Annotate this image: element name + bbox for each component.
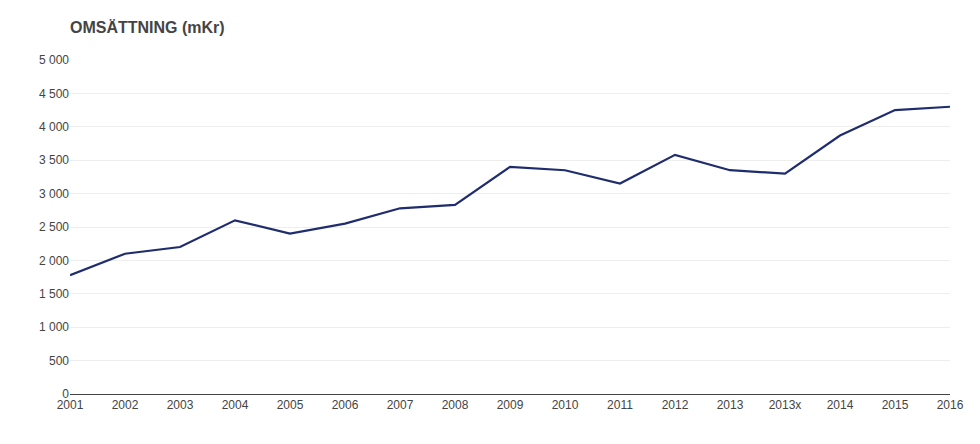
svg-text:2014: 2014 — [827, 398, 854, 412]
svg-text:3 500: 3 500 — [39, 153, 69, 167]
svg-text:2004: 2004 — [222, 398, 249, 412]
svg-text:500: 500 — [49, 354, 69, 368]
svg-text:2011: 2011 — [607, 398, 633, 412]
svg-text:2 000: 2 000 — [39, 254, 69, 268]
svg-text:2 500: 2 500 — [39, 220, 69, 234]
svg-text:2003: 2003 — [167, 398, 194, 412]
svg-text:2005: 2005 — [277, 398, 304, 412]
svg-text:2006: 2006 — [332, 398, 359, 412]
svg-text:5 000: 5 000 — [39, 53, 69, 67]
svg-text:2013x: 2013x — [769, 398, 802, 412]
svg-text:2002: 2002 — [112, 398, 139, 412]
svg-text:2007: 2007 — [387, 398, 414, 412]
svg-text:1 500: 1 500 — [39, 287, 69, 301]
svg-text:4 500: 4 500 — [39, 87, 69, 101]
svg-text:2015: 2015 — [882, 398, 909, 412]
svg-text:OMSÄTTNING (mKr): OMSÄTTNING (mKr) — [70, 19, 225, 36]
svg-text:0: 0 — [62, 387, 69, 401]
svg-text:2008: 2008 — [442, 398, 469, 412]
svg-text:2010: 2010 — [552, 398, 579, 412]
svg-text:3 000: 3 000 — [39, 187, 69, 201]
svg-text:2016: 2016 — [937, 398, 964, 412]
svg-text:2001: 2001 — [57, 398, 84, 412]
svg-text:2012: 2012 — [662, 398, 689, 412]
svg-text:2013: 2013 — [717, 398, 744, 412]
svg-text:4 000: 4 000 — [39, 120, 69, 134]
svg-text:2009: 2009 — [497, 398, 524, 412]
svg-text:1 000: 1 000 — [39, 320, 69, 334]
